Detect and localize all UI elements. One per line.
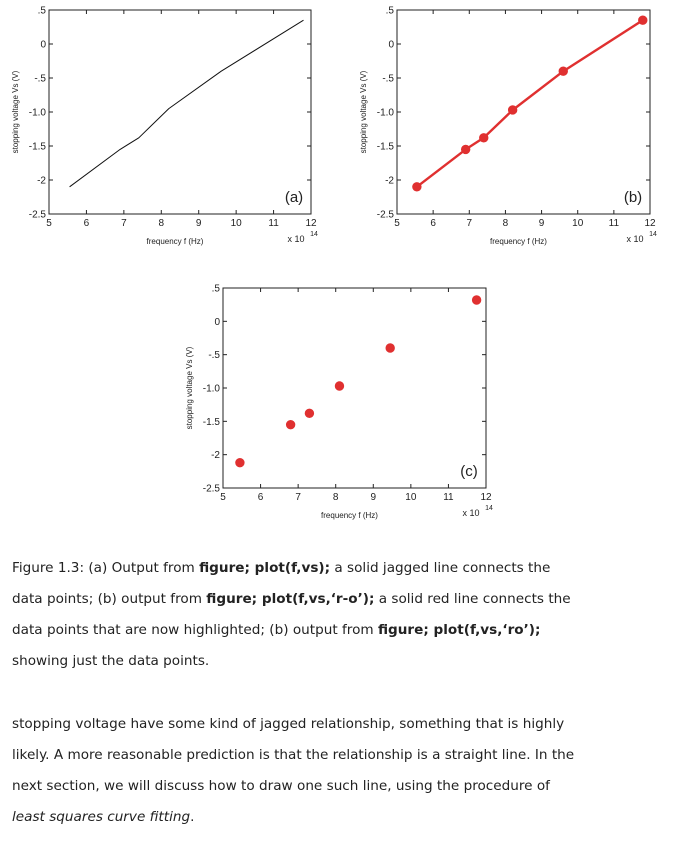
y-axis-label: stopping voltage Vs (V): [11, 70, 20, 153]
x-multiplier-exponent: 14: [485, 505, 493, 512]
x-tick-label: 8: [503, 218, 509, 229]
plot-b: 5 6 7 8 9 10 11 12 -2.5 -2 -1.5 -1.0 -.5 0 .5 frequency…: [350, 0, 690, 260]
plot-frame: [222, 287, 487, 489]
x-tick-label: 11: [443, 492, 454, 503]
y-tick-label: -2.5: [377, 210, 395, 221]
panel-label: (a): [285, 189, 303, 206]
x-tick-label: 11: [609, 218, 620, 229]
y-tick-label: .5: [38, 6, 47, 17]
y-tick-label: -2: [37, 176, 46, 187]
y-tick-label: -.5: [382, 74, 394, 85]
panel-label: (c): [460, 463, 478, 480]
x-tick-label: 10: [572, 218, 584, 229]
x-axis-label: frequency f (Hz): [321, 511, 378, 520]
plot-a: 5 6 7 8 9 10 11 12 -2.5 -2 -1.5 -1.0 -.5 0 .5 frequency…: [0, 0, 330, 260]
y-axis-label: stopping voltage Vs (V): [359, 70, 368, 153]
plot-c: 5 6 7 8 9 10 11 12 -2.5 -2 -1.5 -1.0 -.5 0 .5 frequency…: [175, 278, 515, 533]
x-multiplier-exponent: 14: [310, 231, 318, 238]
x-tick-label: 7: [121, 218, 127, 229]
x-tick-label: 9: [196, 218, 202, 229]
caption-mid-a: a solid jagged line connects the data po…: [12, 560, 551, 607]
y-tick-label: 0: [40, 40, 46, 51]
plot-c-svg: 5 6 7 8 9 10 11 12 -2.5 -2 -1.5 -1.0 -.5 0 .5 frequency…: [185, 284, 493, 521]
caption-command-b: figure; plot(f,vs,‘r-o’);: [206, 591, 375, 607]
body-text-before: stopping voltage have some kind of jagge…: [12, 716, 575, 794]
x-multiplier-label: x 10: [626, 234, 643, 244]
plot-a-svg: 5 6 7 8 9 10 11 12 -2.5 -2 -1.5 -1.0 -.5 0 .5 frequency…: [11, 6, 318, 247]
data-point: [638, 15, 648, 25]
y-tick-label: -1.0: [29, 108, 47, 119]
x-tick-label: 5: [46, 218, 52, 229]
x-tick-label: 6: [84, 218, 90, 229]
data-point: [479, 133, 489, 143]
x-tick-label: 9: [539, 218, 545, 229]
y-tick-label: 0: [388, 40, 394, 51]
data-point: [412, 182, 422, 192]
data-point: [304, 408, 315, 419]
figure-caption: Figure 1.3: (a) Output from figure; plot…: [12, 553, 582, 677]
y-tick-label: -.5: [208, 350, 220, 361]
x-axis-label: frequency f (Hz): [490, 237, 547, 246]
y-tick-label: .5: [386, 6, 395, 17]
x-tick-label: 10: [231, 218, 243, 229]
y-tick-label: -1.0: [377, 108, 395, 119]
x-tick-label: 7: [295, 492, 301, 503]
data-point: [460, 144, 471, 155]
x-multiplier-label: x 10: [462, 508, 479, 518]
y-tick-label: -1.5: [203, 417, 221, 428]
data-point: [334, 381, 345, 391]
plot-frame: [48, 9, 312, 215]
series-line: [69, 19, 304, 188]
caption-mid-b: a solid red line connects the data point…: [12, 591, 571, 638]
caption-suffix: showing just the data points.: [12, 653, 210, 669]
x-tick-label: 12: [305, 218, 317, 229]
x-tick-label: 5: [394, 218, 400, 229]
x-tick-label: 11: [268, 218, 279, 229]
y-tick-label: -1.5: [377, 142, 395, 153]
x-tick-label: 9: [371, 492, 377, 503]
series-line: [416, 19, 644, 188]
y-tick-label: -1.0: [203, 384, 221, 395]
x-multiplier-exponent: 14: [649, 231, 657, 238]
x-axis-label: frequency f (Hz): [147, 237, 204, 246]
caption-prefix: Figure 1.3: (a) Output from: [12, 560, 200, 576]
y-tick-label: -2: [385, 176, 394, 187]
x-tick-label: 10: [405, 492, 417, 503]
y-axis-label: stopping voltage Vs (V): [185, 346, 194, 429]
x-tick-label: 5: [220, 492, 226, 503]
plot-b-svg: 5 6 7 8 9 10 11 12 -2.5 -2 -1.5 -1.0 -.5 0 .5 frequency…: [359, 6, 657, 247]
y-tick-label: -2.5: [29, 210, 47, 221]
y-tick-label: 0: [214, 317, 220, 328]
y-tick-label: .5: [212, 284, 221, 295]
panel-label: (b): [624, 189, 642, 206]
data-point: [507, 105, 518, 115]
y-tick-label: -1.5: [29, 142, 47, 153]
caption-command-a: figure; plot(f,vs);: [199, 560, 331, 576]
x-multiplier-label: x 10: [287, 234, 304, 244]
x-tick-label: 8: [333, 492, 339, 503]
x-tick-label: 8: [159, 218, 165, 229]
body-paragraph: stopping voltage have some kind of jagge…: [12, 709, 582, 833]
data-point: [385, 343, 395, 353]
data-point: [471, 295, 482, 305]
x-tick-label: 6: [258, 492, 264, 503]
body-text-after: .: [190, 809, 195, 825]
x-tick-label: 6: [430, 218, 436, 229]
x-tick-label: 7: [467, 218, 473, 229]
data-point: [235, 457, 245, 468]
y-tick-label: -.5: [34, 74, 46, 85]
data-point: [558, 66, 568, 76]
body-emphasis: least squares curve fitting: [12, 809, 191, 825]
caption-command-c: figure; plot(f,vs,‘ro’);: [377, 622, 541, 638]
x-tick-label: 12: [480, 492, 492, 503]
data-point: [285, 419, 296, 430]
y-tick-label: -2.5: [203, 484, 221, 495]
y-tick-label: -2: [211, 450, 220, 461]
x-tick-label: 12: [644, 218, 656, 229]
